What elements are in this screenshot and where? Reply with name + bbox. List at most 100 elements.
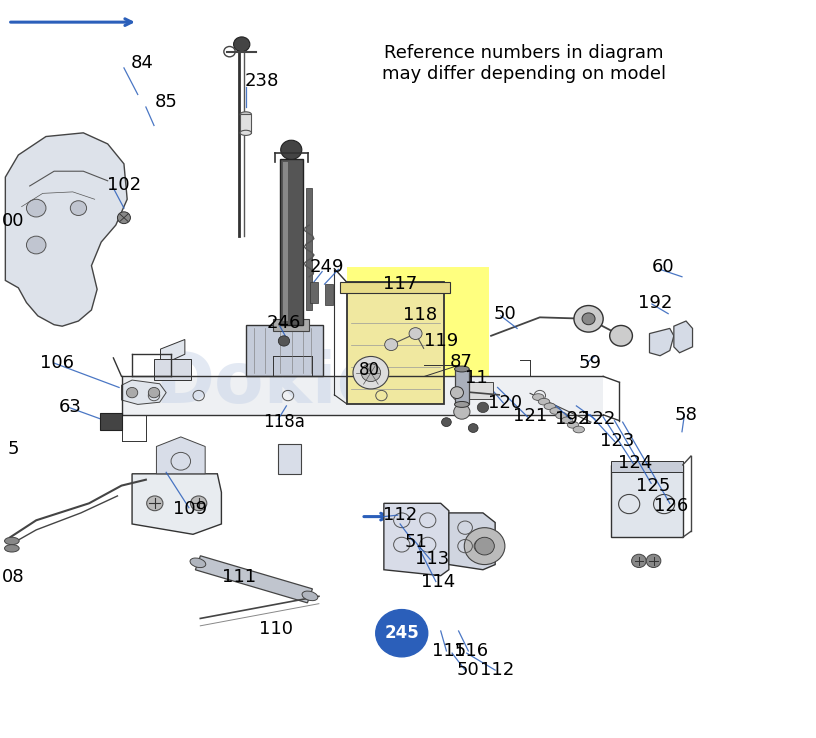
Circle shape	[126, 387, 138, 398]
Circle shape	[375, 610, 428, 657]
Bar	[460, 382, 493, 399]
Ellipse shape	[5, 537, 19, 545]
Ellipse shape	[550, 407, 561, 414]
Polygon shape	[195, 556, 313, 603]
Text: 111: 111	[222, 568, 256, 586]
Circle shape	[632, 554, 646, 568]
Text: 192: 192	[555, 410, 589, 428]
Circle shape	[464, 528, 505, 565]
Circle shape	[233, 37, 250, 52]
Circle shape	[582, 313, 595, 325]
Polygon shape	[650, 328, 674, 356]
Circle shape	[409, 328, 422, 339]
Polygon shape	[674, 321, 693, 353]
Bar	[310, 282, 318, 303]
Ellipse shape	[539, 399, 550, 405]
Text: 5: 5	[7, 440, 20, 458]
Text: 119: 119	[424, 332, 458, 350]
Polygon shape	[161, 339, 185, 365]
Text: 85: 85	[155, 93, 178, 111]
Circle shape	[149, 387, 160, 398]
Bar	[154, 359, 191, 380]
Circle shape	[118, 212, 131, 224]
Bar	[122, 376, 603, 415]
Bar	[273, 319, 309, 331]
Text: 63: 63	[59, 399, 82, 416]
Ellipse shape	[455, 401, 469, 407]
Text: 123: 123	[600, 432, 634, 450]
Ellipse shape	[567, 421, 579, 428]
Circle shape	[468, 424, 478, 432]
Bar	[611, 465, 683, 537]
Circle shape	[384, 339, 397, 351]
Bar	[280, 159, 303, 325]
Text: 238: 238	[245, 72, 279, 90]
Text: 80: 80	[359, 362, 379, 379]
Text: 249: 249	[310, 258, 344, 276]
Text: 114: 114	[421, 573, 455, 590]
Ellipse shape	[190, 558, 206, 568]
Circle shape	[574, 306, 603, 332]
Text: 126: 126	[654, 497, 689, 514]
Text: 110: 110	[259, 620, 293, 638]
Ellipse shape	[556, 413, 567, 419]
Text: 102: 102	[107, 176, 141, 193]
Ellipse shape	[240, 131, 251, 136]
Circle shape	[353, 356, 388, 389]
Text: 116: 116	[454, 642, 488, 660]
Bar	[240, 114, 251, 133]
Circle shape	[450, 387, 463, 399]
Text: 08: 08	[2, 568, 24, 586]
Ellipse shape	[573, 427, 584, 433]
Text: 11: 11	[465, 369, 488, 387]
Text: Dokide: Dokide	[154, 349, 438, 418]
Bar	[283, 162, 288, 321]
Polygon shape	[132, 474, 221, 534]
Bar	[347, 282, 444, 404]
Bar	[325, 284, 333, 305]
Text: 00: 00	[2, 213, 24, 230]
Bar	[455, 369, 469, 404]
Text: 112: 112	[481, 661, 515, 679]
Bar	[611, 461, 683, 472]
Bar	[306, 188, 313, 310]
Text: Reference numbers in diagram
may differ depending on model: Reference numbers in diagram may differ …	[382, 44, 666, 83]
Text: 192: 192	[638, 294, 672, 311]
Ellipse shape	[561, 417, 573, 424]
Text: 106: 106	[39, 354, 73, 372]
Text: 117: 117	[383, 275, 417, 293]
Text: 113: 113	[415, 551, 450, 568]
Text: 245: 245	[384, 624, 419, 642]
Ellipse shape	[240, 112, 251, 117]
Text: 124: 124	[619, 455, 653, 472]
Text: 118a: 118a	[263, 413, 305, 431]
Bar	[340, 282, 450, 293]
Circle shape	[147, 496, 163, 511]
Ellipse shape	[5, 545, 19, 552]
Circle shape	[454, 404, 470, 419]
Circle shape	[281, 140, 302, 159]
Circle shape	[361, 364, 380, 382]
Text: 50: 50	[457, 661, 480, 679]
Text: 121: 121	[513, 407, 548, 425]
Text: 125: 125	[636, 477, 671, 494]
Text: 120: 120	[488, 394, 522, 412]
Bar	[278, 444, 301, 474]
Circle shape	[441, 418, 451, 427]
Circle shape	[475, 537, 494, 555]
Text: 59: 59	[579, 354, 601, 372]
Text: 51: 51	[404, 534, 427, 551]
Ellipse shape	[544, 403, 556, 410]
Text: 122: 122	[581, 410, 615, 428]
Polygon shape	[122, 380, 166, 404]
Circle shape	[477, 402, 489, 413]
Circle shape	[278, 336, 290, 346]
Circle shape	[70, 201, 86, 215]
Bar	[347, 267, 489, 404]
Circle shape	[610, 325, 632, 346]
Text: 246: 246	[267, 314, 301, 332]
Text: 58: 58	[675, 406, 698, 424]
Polygon shape	[6, 133, 127, 326]
Polygon shape	[157, 437, 205, 474]
Ellipse shape	[533, 394, 544, 401]
